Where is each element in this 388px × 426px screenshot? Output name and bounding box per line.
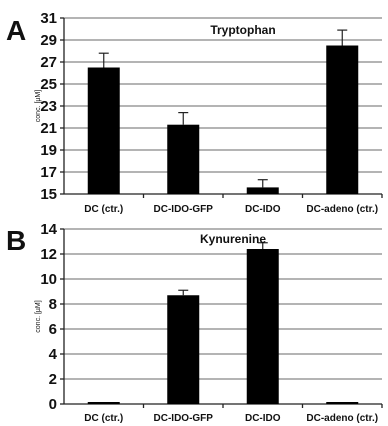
y-tick-label: 8 [49,296,57,313]
panel-letter: B [6,225,26,256]
bar-1 [87,402,120,404]
y-tick-label: 19 [40,142,57,159]
y-tick-label: 12 [40,246,57,263]
bar-2 [167,124,200,194]
y-axis-label: conc. [µM] [35,90,42,122]
category-label: DC-IDO [245,413,281,424]
y-tick-label: 17 [40,164,57,181]
y-tick-label: 29 [40,32,57,49]
bar-4 [326,45,359,194]
category-label: DC (ctr.) [84,413,123,424]
panel-letter: A [6,15,26,46]
bar-1 [87,67,120,194]
y-tick-label: 25 [40,76,57,93]
y-tick-label: 4 [49,346,58,363]
y-tick-label: 23 [40,98,57,115]
y-tick-label: 2 [49,371,57,388]
category-label: DC-IDO-GFP [154,204,214,215]
category-label: DC-adeno (ctr.) [306,204,378,215]
y-tick-label: 21 [40,120,57,137]
panel-a: 15 17 19 21 23 25 27 29 31 DC (ctr.) DC-IDO-GFP DC-… [6,10,383,215]
bar-3 [246,187,279,194]
bar-4 [326,402,359,404]
chart-title: Kynurenine [200,232,266,246]
y-axis-label: conc. [µM] [35,300,42,332]
y-tick-label: 6 [49,321,57,338]
y-tick-label: 0 [49,396,57,413]
y-tick-label: 15 [40,186,57,203]
panel-b: 0 2 4 6 8 10 12 14 DC (ctr.) DC-IDO-GFP DC-IDO DC-a… [6,221,383,424]
chart-title: Tryptophan [210,23,275,37]
y-tick-label: 27 [40,54,57,71]
bar-2 [167,295,200,404]
category-label: DC (ctr.) [84,204,123,215]
category-label: DC-IDO [245,204,281,215]
bar-3 [246,249,279,404]
y-tick-label: 10 [40,271,57,288]
y-tick-label: 31 [40,10,57,27]
category-label: DC-IDO-GFP [154,413,214,424]
y-tick-label: 14 [40,221,57,238]
category-label: DC-adeno (ctr.) [306,413,378,424]
